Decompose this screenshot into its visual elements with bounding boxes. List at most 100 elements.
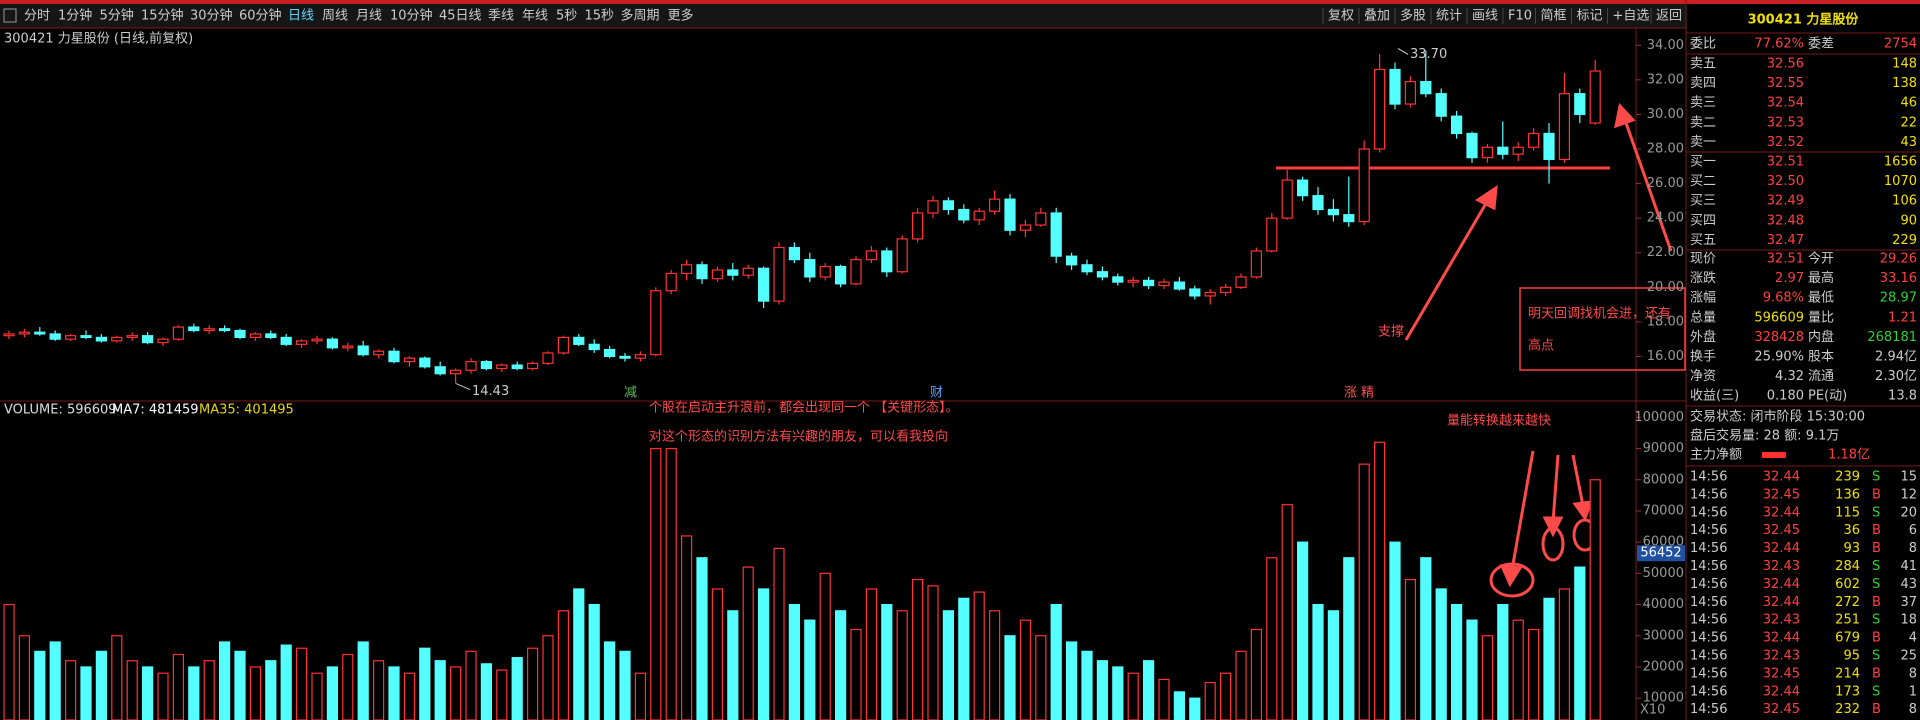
flow-label: 主力净额 [1690, 448, 1742, 463]
book-volume: 1070 [1884, 174, 1917, 189]
volume-bar [1173, 691, 1186, 720]
volume-bar [203, 660, 215, 720]
candle-body [373, 350, 385, 356]
period-tab[interactable]: 多周期 [621, 8, 660, 24]
tool-button[interactable]: F10 [1508, 9, 1532, 24]
candle-body [1450, 115, 1463, 135]
candle-body [742, 267, 754, 276]
tool-button[interactable]: 标记 [1577, 9, 1603, 24]
candle-body [680, 264, 693, 275]
candle-body [1527, 132, 1540, 148]
candle-body [1343, 214, 1355, 223]
tool-button[interactable]: +自选 [1613, 9, 1650, 24]
period-tab[interactable]: 45日线 [439, 9, 482, 24]
volume-bar [727, 610, 739, 720]
trade-price: 32.44 [1763, 470, 1800, 485]
volume-bar [1189, 697, 1201, 720]
candle-body [573, 336, 585, 345]
tool-button[interactable]: 多股 [1400, 8, 1426, 24]
status: 盘后交易量: 28 额: 9.1万 [1690, 428, 1839, 444]
period-tab[interactable]: 30分钟 [190, 8, 233, 24]
y-tick-label: 10000 [1643, 691, 1684, 706]
book-price: 32.51 [1767, 155, 1804, 170]
candle-body [18, 331, 30, 335]
trade-volume: 95 [1843, 649, 1860, 664]
trade-volume: 214 [1835, 666, 1860, 681]
trade-count: 4 [1909, 631, 1917, 646]
trade-time: 14:56 [1690, 505, 1727, 520]
period-tab[interactable]: 15秒 [585, 9, 615, 24]
volume-bar [927, 585, 939, 720]
volume-bar [388, 666, 400, 720]
volume-bar [342, 653, 354, 720]
volume-bar [804, 619, 816, 720]
trade-time: 14:56 [1690, 577, 1727, 592]
volume-bar [34, 650, 46, 720]
tool-button[interactable]: 复权 [1328, 8, 1354, 24]
volume-bar [1127, 672, 1139, 720]
high-label: 33.70 [1410, 47, 1447, 62]
period-tab[interactable]: 5分钟 [100, 8, 134, 24]
y-tick-label: 32.00 [1647, 72, 1684, 87]
trade-price: 32.45 [1763, 702, 1800, 717]
trade-price: 32.45 [1763, 523, 1800, 538]
candle-body [419, 357, 431, 368]
period-tab[interactable]: 日线 [288, 9, 314, 24]
quote-value: 4.32 [1775, 369, 1804, 384]
quote-label: 股本 [1808, 350, 1834, 365]
period-tab[interactable]: 10分钟 [390, 8, 433, 24]
menu-icon[interactable] [3, 8, 17, 23]
candle-body [188, 326, 200, 332]
period-tab[interactable]: 季线 [488, 9, 514, 24]
candle-body [1435, 93, 1447, 117]
trade-price: 32.44 [1763, 631, 1800, 646]
candle-body [80, 335, 92, 339]
quote-label: 净资 [1690, 369, 1716, 384]
tool-button[interactable]: 返回 [1656, 9, 1682, 24]
period-tab[interactable]: 5秒 [556, 9, 577, 24]
candle-body [1512, 146, 1524, 155]
tool-button[interactable]: 统计 [1436, 9, 1462, 24]
volume-bar [434, 660, 446, 720]
candle-body [1296, 179, 1309, 197]
volume-unit: X10 [1640, 703, 1665, 718]
candle-body [603, 348, 616, 358]
volume-legend: MA7: 481459 [112, 403, 199, 418]
book-price: 32.48 [1767, 213, 1804, 228]
period-tab[interactable]: 更多 [668, 8, 694, 24]
volume-bar [1235, 650, 1247, 720]
period-tab[interactable]: 60分钟 [239, 8, 282, 24]
period-tab[interactable]: 周线 [322, 9, 348, 24]
trade-side: S [1872, 505, 1880, 520]
volume-bar [1050, 603, 1062, 720]
candle-body [1235, 276, 1247, 288]
tool-button[interactable]: 叠加 [1364, 9, 1390, 24]
volume-bar [80, 666, 92, 720]
period-tab[interactable]: 分时 [24, 9, 50, 24]
candle-body [773, 246, 785, 302]
candle-body [265, 333, 277, 339]
y-tick-label: 90000 [1643, 441, 1684, 456]
trade-side: B [1872, 595, 1881, 610]
quote-label: 委比 [1690, 37, 1716, 52]
tool-button[interactable]: 画线 [1472, 9, 1498, 24]
candle-body [988, 198, 1001, 212]
volume-bar [234, 650, 246, 720]
trade-time: 14:56 [1690, 487, 1727, 502]
candle-body [1019, 224, 1032, 231]
period-tab[interactable]: 月线 [356, 9, 382, 24]
candle-body [1358, 148, 1370, 223]
period-tab[interactable]: 15分钟 [141, 8, 184, 24]
tool-button[interactable]: 简框 [1541, 8, 1567, 24]
candle-body [788, 246, 801, 261]
book-volume: 22 [1900, 115, 1917, 130]
trade-count: 18 [1900, 613, 1917, 628]
arrow-head [1542, 516, 1564, 538]
period-tab[interactable]: 年线 [522, 9, 548, 24]
quote-label: 涨幅 [1690, 291, 1716, 306]
trade-volume: 93 [1843, 541, 1860, 556]
quote-value: 0.180 [1767, 389, 1804, 404]
volume-bar [111, 635, 123, 720]
candle-body [1112, 276, 1124, 283]
period-tab[interactable]: 1分钟 [58, 8, 92, 24]
